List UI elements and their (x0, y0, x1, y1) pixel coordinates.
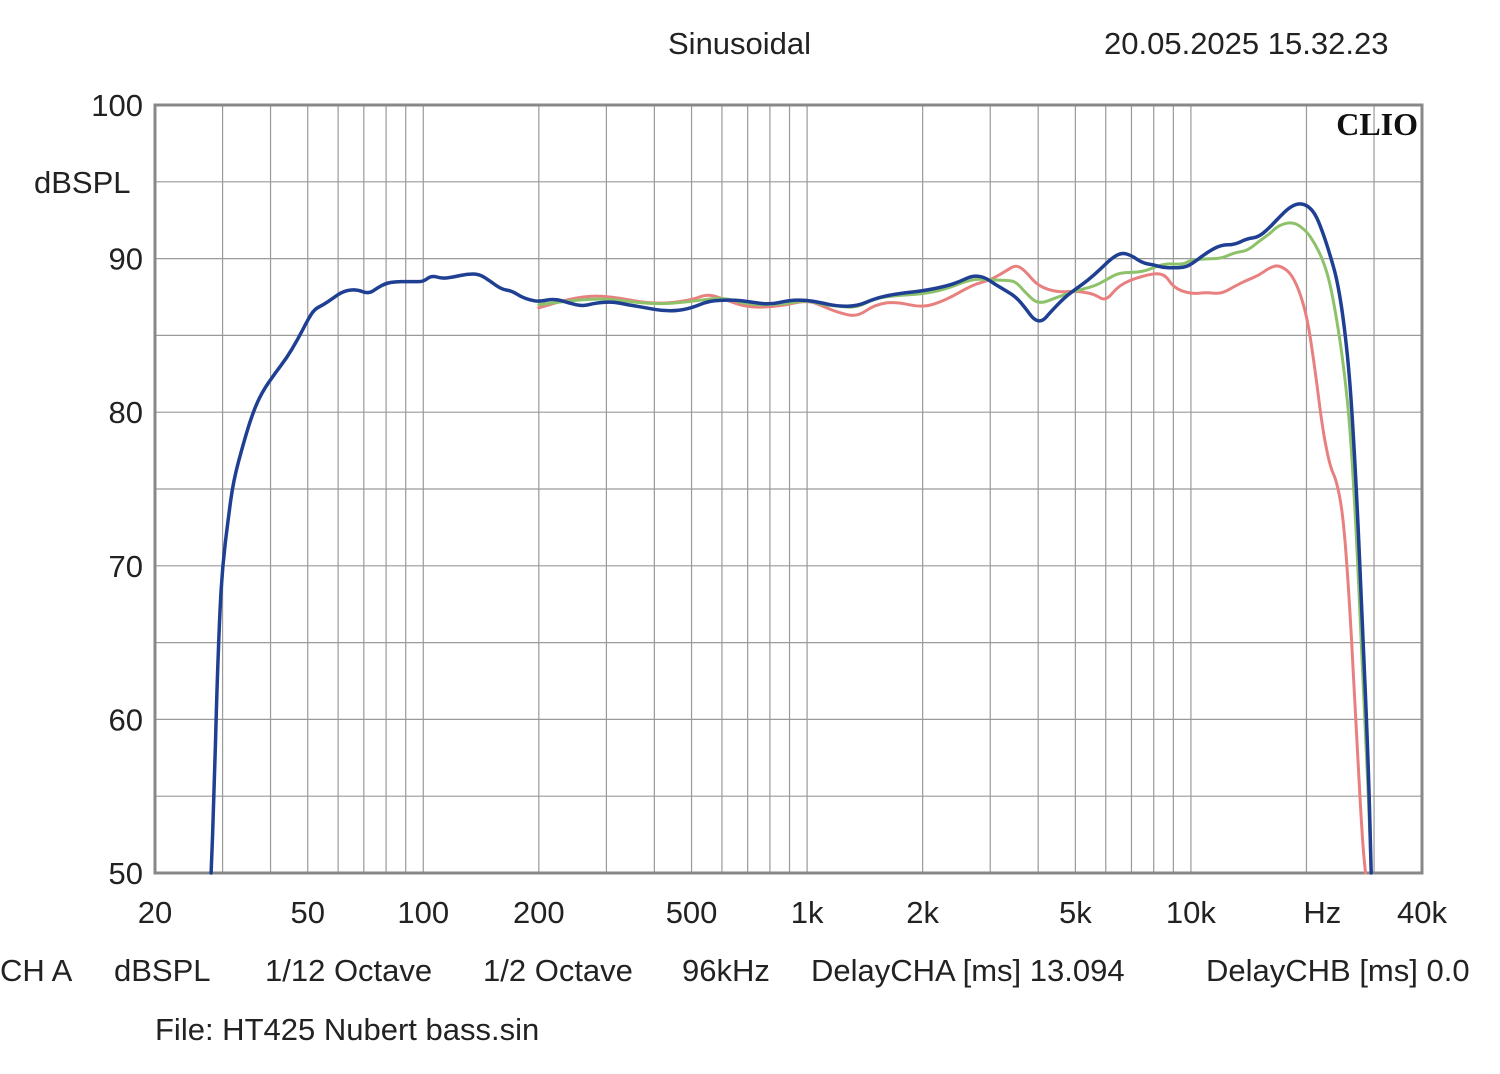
channel-label: CH A (0, 953, 73, 988)
file-name-label: File: HT425 Nubert bass.sin (155, 1012, 540, 1047)
y-axis-label: dBSPL (34, 165, 131, 200)
x-tick-label: 500 (666, 895, 718, 930)
y-tick-label: 60 (109, 702, 143, 737)
delay-chb-label: DelayCHB [ms] 0.0 (1206, 953, 1470, 988)
x-tick-label: 5k (1059, 895, 1092, 930)
series-line-blue (209, 202, 1373, 875)
y-tick-label: 50 (109, 856, 143, 891)
chart-title: Sinusoidal (668, 26, 812, 61)
octave-label: 1/2 Octave (483, 953, 633, 988)
y-tick-label: 70 (109, 549, 143, 584)
sample-rate-label: 96kHz (682, 953, 770, 988)
timestamp: 20.05.2025 15.32.23 (1104, 26, 1389, 61)
delay-cha-label: DelayCHA [ms] 13.094 (811, 953, 1125, 988)
y-tick-label: 90 (109, 242, 143, 277)
y-tick-label: 80 (109, 395, 143, 430)
x-tick-label: 1k (791, 895, 824, 930)
series-line-red (537, 264, 1367, 875)
unit-label: dBSPL (114, 953, 211, 988)
x-tick-label: 40k (1397, 895, 1447, 930)
plot-frame (153, 103, 1424, 875)
series-lines (209, 202, 1373, 875)
x-tick-label: 2k (906, 895, 939, 930)
grid-lines (155, 105, 1422, 873)
clio-logo: CLIO (1336, 106, 1418, 142)
x-tick-label: 20 (138, 895, 172, 930)
smoothing-label: 1/12 Octave (265, 953, 433, 988)
series-line-green (537, 221, 1373, 875)
x-axis-tick-labels: 20 50 100 200 500 1k 2k 5k 10k Hz 40k (138, 895, 1448, 930)
x-tick-label: 200 (513, 895, 565, 930)
plot-border (153, 103, 1424, 875)
x-tick-label: 10k (1166, 895, 1216, 930)
y-tick-label: 100 (91, 88, 143, 123)
x-tick-label: 50 (290, 895, 324, 930)
x-tick-label: Hz (1303, 895, 1341, 930)
y-axis-tick-labels: 100 90 80 70 60 50 (91, 88, 143, 891)
x-tick-label: 100 (397, 895, 449, 930)
